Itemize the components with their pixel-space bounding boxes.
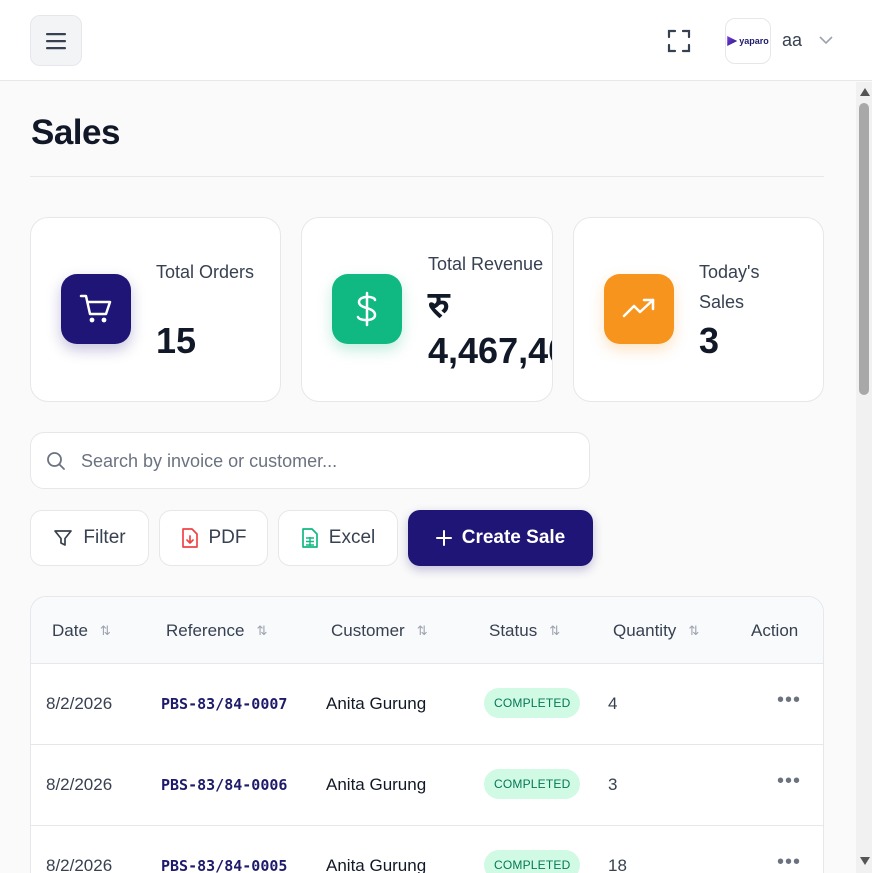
status-badge: COMPLETED [484, 850, 581, 873]
sort-icon[interactable]: ⇅ [688, 623, 700, 638]
cell-date: 8/2/2026 [46, 856, 113, 873]
stat-label: Today's Sales [699, 262, 760, 312]
column-header-reference[interactable]: Reference ⇅ [166, 621, 267, 641]
sort-icon[interactable]: ⇅ [416, 623, 428, 638]
pdf-button[interactable]: PDF [159, 510, 268, 566]
cell-customer: Anita Gurung [326, 775, 427, 794]
excel-label: Excel [328, 527, 376, 548]
cell-quantity: 18 [608, 856, 627, 873]
table-row[interactable]: 8/2/2026 PBS-83/84-0006 Anita Gurung COM… [31, 745, 823, 826]
brand-logo[interactable]: yaparo [725, 18, 771, 64]
column-header-date[interactable]: Date ⇅ [52, 621, 111, 641]
status-badge: COMPLETED [484, 688, 581, 718]
user-name[interactable]: aa [782, 30, 803, 50]
top-bar: yaparo aa [0, 0, 872, 81]
stat-label: Total Revenue [428, 254, 544, 274]
header-label: Date [52, 621, 88, 640]
column-header-action: Action [751, 621, 798, 641]
fullscreen-icon[interactable] [666, 28, 692, 54]
hamburger-icon [46, 32, 66, 49]
cell-reference[interactable]: PBS-83/84-0005 [161, 857, 288, 873]
cell-reference[interactable]: PBS-83/84-0006 [161, 776, 288, 794]
cell-date: 8/2/2026 [46, 775, 113, 794]
cell-date: 8/2/2026 [46, 694, 113, 713]
cell-reference[interactable]: PBS-83/84-0007 [161, 695, 288, 713]
filter-icon [54, 530, 73, 546]
stat-card-total-orders: Total Orders 15 [30, 217, 281, 402]
cell-quantity: 4 [608, 694, 618, 713]
stat-label: Total Orders [156, 262, 255, 282]
filter-label: Filter [83, 527, 126, 548]
scrollbar-thumb[interactable] [859, 103, 869, 395]
more-options-icon[interactable]: ••• [777, 770, 802, 792]
scroll-up-arrow-icon[interactable] [860, 88, 870, 96]
scrollbar[interactable] [856, 82, 872, 873]
logo-mark-icon [727, 36, 738, 46]
sort-icon[interactable]: ⇅ [256, 623, 268, 638]
column-header-quantity[interactable]: Quantity ⇅ [613, 621, 699, 641]
table-row[interactable]: 8/2/2026 PBS-83/84-0005 Anita Gurung COM… [31, 826, 823, 873]
sort-icon[interactable]: ⇅ [549, 623, 561, 638]
page-title: Sales [31, 113, 120, 152]
cell-quantity: 3 [608, 775, 618, 794]
filter-button[interactable]: Filter [30, 510, 149, 566]
stat-card-total-revenue: Total Revenue रु 4,467,40 [301, 217, 553, 402]
stat-value: 15 [156, 320, 197, 361]
more-options-icon[interactable]: ••• [777, 851, 802, 873]
pdf-label: PDF [208, 527, 247, 548]
header-label: Quantity [613, 621, 677, 640]
excel-button[interactable]: Excel [278, 510, 398, 566]
scroll-down-arrow-icon[interactable] [860, 857, 870, 865]
table-header: Date ⇅ Reference ⇅ Customer ⇅ Status ⇅ Q… [31, 597, 823, 664]
search-icon [47, 452, 65, 470]
stat-card-todays-sales: Today's Sales 3 [573, 217, 824, 402]
cell-customer: Anita Gurung [326, 856, 427, 873]
search-input[interactable] [81, 448, 571, 474]
spreadsheet-icon [301, 528, 318, 548]
divider [30, 176, 824, 177]
dollar-icon [332, 274, 402, 344]
column-header-status[interactable]: Status ⇅ [489, 621, 560, 641]
header-label: Customer [331, 621, 405, 640]
stat-value: रु 4,467,40 [428, 284, 552, 371]
more-options-icon[interactable]: ••• [777, 689, 802, 711]
stat-value: 3 [699, 320, 720, 361]
search-box[interactable] [30, 432, 590, 489]
sort-icon[interactable]: ⇅ [99, 623, 111, 638]
header-label: Action [751, 621, 799, 640]
column-header-customer[interactable]: Customer ⇅ [331, 621, 428, 641]
header-label: Reference [166, 621, 245, 640]
create-sale-label: Create Sale [461, 527, 566, 548]
table-row[interactable]: 8/2/2026 PBS-83/84-0007 Anita Gurung COM… [31, 664, 823, 745]
plus-icon [435, 530, 452, 546]
sales-table: Date ⇅ Reference ⇅ Customer ⇅ Status ⇅ Q… [30, 596, 824, 873]
logo-text: yaparo [739, 36, 769, 46]
cell-customer: Anita Gurung [326, 694, 427, 713]
create-sale-button[interactable]: Create Sale [408, 510, 593, 566]
menu-button[interactable] [30, 15, 82, 66]
cart-icon [61, 274, 131, 344]
chevron-down-icon[interactable] [818, 32, 834, 48]
pdf-file-icon [181, 528, 198, 548]
header-label: Status [489, 621, 538, 640]
trending-up-icon [604, 274, 674, 344]
status-badge: COMPLETED [484, 769, 581, 799]
